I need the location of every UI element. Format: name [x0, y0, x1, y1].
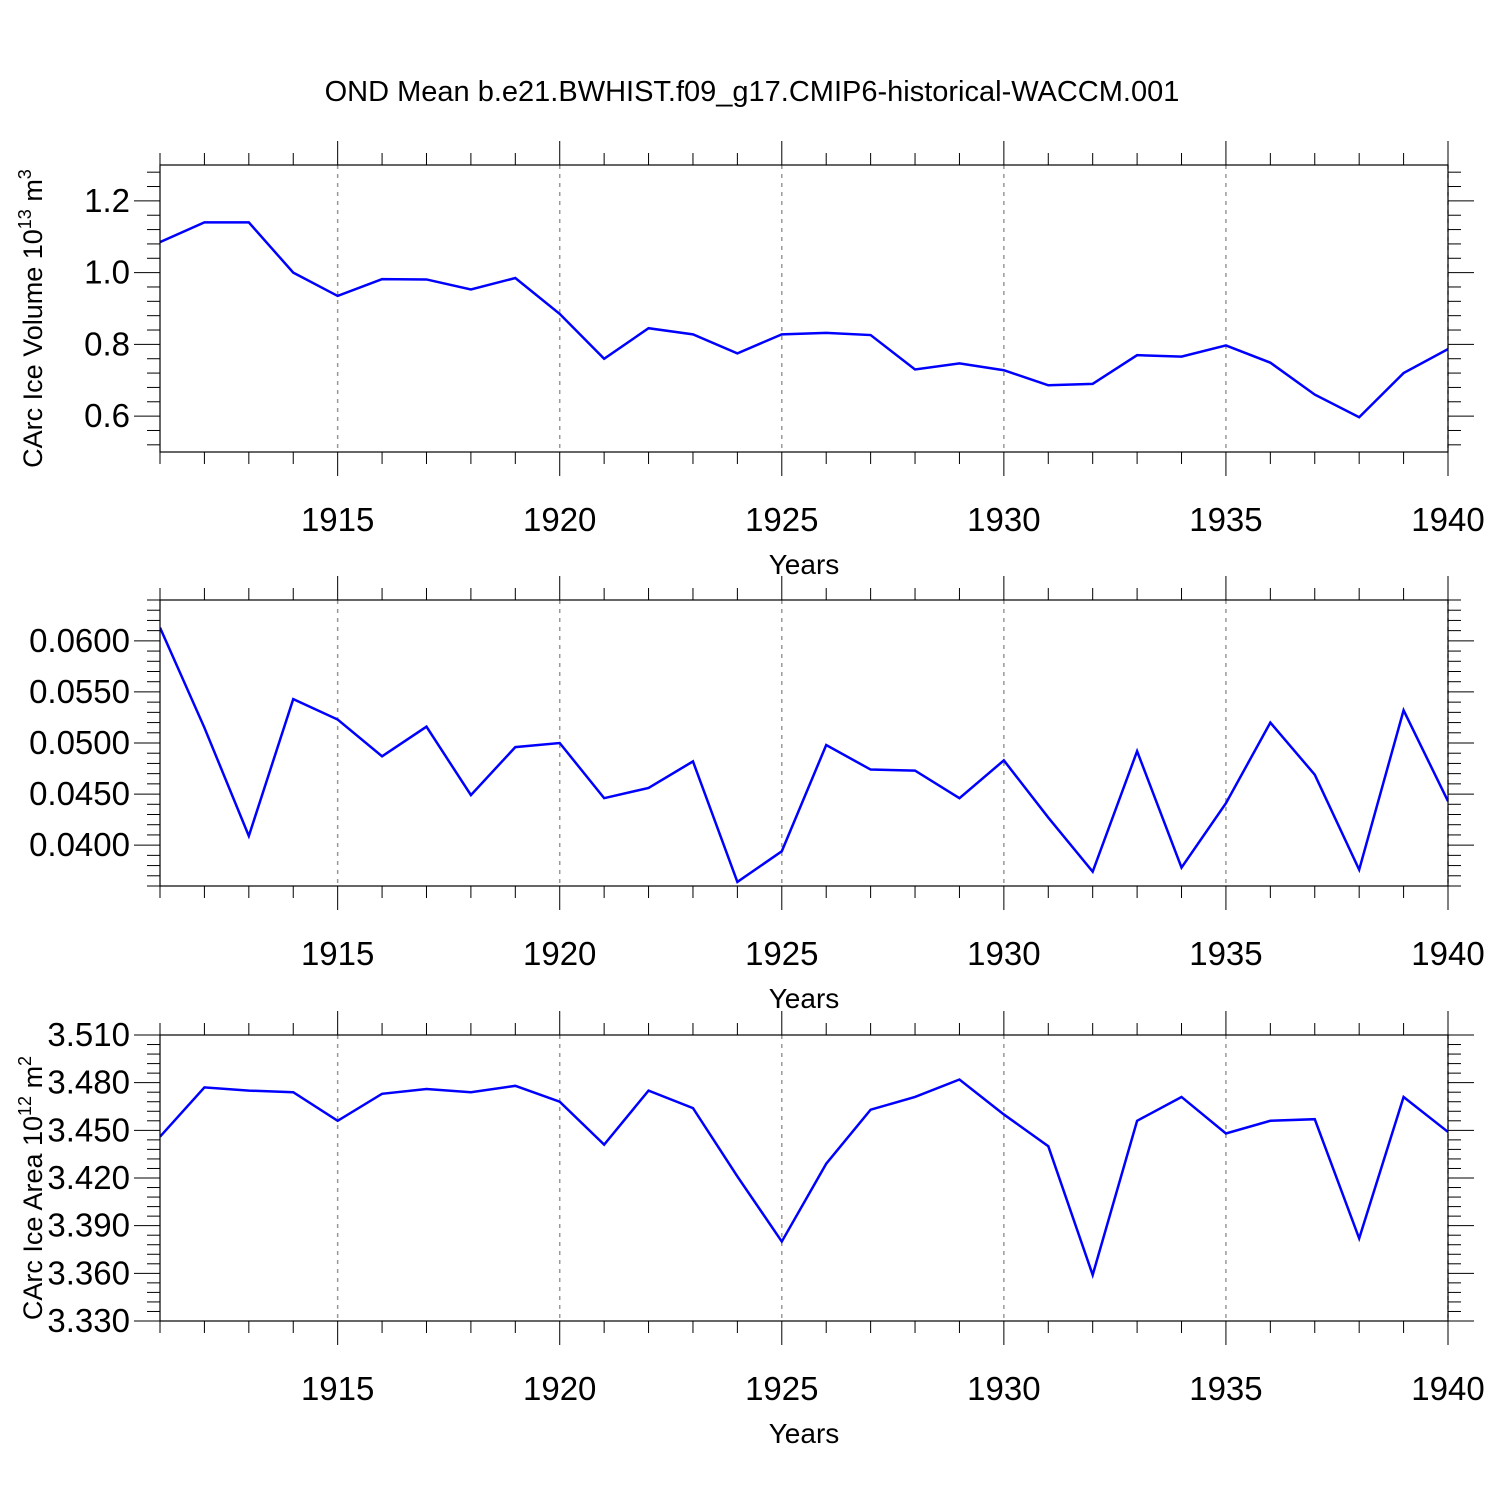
- x-axis-label: Years: [769, 1418, 840, 1449]
- y-tick-label: 3.420: [47, 1159, 130, 1196]
- x-tick-label: 1940: [1411, 1370, 1484, 1407]
- y-tick-label: 1.2: [84, 182, 130, 219]
- y-tick-label: 0.0550: [29, 673, 130, 710]
- y-tick-label: 3.450: [47, 1111, 130, 1148]
- series-line: [160, 1078, 1448, 1280]
- y-axis-label-superscript: 12: [15, 1096, 35, 1116]
- y-axis-label-superscript: 3: [15, 169, 35, 179]
- y-tick-label: 3.480: [47, 1064, 130, 1101]
- x-tick-label: 1930: [967, 1370, 1040, 1407]
- y-tick-label: 0.0400: [29, 826, 130, 863]
- y-tick-label: 3.390: [47, 1207, 130, 1244]
- x-tick-label: 1920: [523, 1370, 596, 1407]
- y-axis-label-text: m: [18, 179, 48, 209]
- x-tick-label: 1925: [745, 501, 818, 538]
- series-line: [160, 221, 1448, 419]
- x-tick-label: 1920: [523, 935, 596, 972]
- panel-1: 0.6 0.8 1.0 1.2 1915 1920 1925 1930 1935 1940 Year…: [15, 141, 1485, 580]
- panels: 0.6 0.8 1.0 1.2 1915 1920 1925 1930 1935 1940 Year…: [15, 141, 1485, 1449]
- plot-frame: [159, 599, 1449, 887]
- y-axis-label-superscript: 13: [15, 209, 35, 229]
- y-tick-label: 0.0500: [29, 724, 130, 761]
- x-tick-label: 1915: [301, 935, 374, 972]
- x-tick-label: 1930: [967, 501, 1040, 538]
- y-tick-label: 0.8: [84, 325, 130, 362]
- chart-title: OND Mean b.e21.BWHIST.f09_g17.CMIP6-hist…: [325, 76, 1180, 108]
- x-tick-label: 1940: [1411, 935, 1484, 972]
- x-tick-label: 1915: [301, 1370, 374, 1407]
- panel-3: 3.330 3.360 3.390 3.420 3.450 3.480 3.510 1915 1…: [15, 1011, 1485, 1449]
- y-axis-label-text: m: [18, 1066, 48, 1096]
- x-tick-label: 1935: [1189, 501, 1262, 538]
- y-tick-label: 3.510: [47, 1016, 130, 1053]
- plot-frame: [159, 164, 1449, 453]
- y-axis-label: CArc Ice Area 1012 m2: [15, 1056, 48, 1320]
- x-tick-label: 1930: [967, 935, 1040, 972]
- x-tick-label: 1925: [745, 1370, 818, 1407]
- x-tick-label: 1915: [301, 501, 374, 538]
- x-tick-label: 1940: [1411, 501, 1484, 538]
- y-tick-label: 3.360: [47, 1254, 130, 1291]
- x-tick-label: 1925: [745, 935, 818, 972]
- y-tick-label: 3.330: [47, 1302, 130, 1339]
- plot-frame: [159, 1034, 1449, 1322]
- x-axis-label: Years: [769, 983, 840, 1014]
- y-axis-label-text: CArc Ice Area 10: [18, 1116, 48, 1320]
- y-axis-label-text: CArc Ice Volume 10: [18, 229, 48, 468]
- y-tick-label: 1.0: [84, 254, 130, 291]
- y-axis-label: CArc Ice Volume 1013 m3: [15, 169, 48, 468]
- x-axis-label: Years: [769, 549, 840, 580]
- y-tick-label: 0.6: [84, 397, 130, 434]
- y-tick-label: 0.0450: [29, 775, 130, 812]
- x-tick-label: 1920: [523, 501, 596, 538]
- panel-2: 0.0400 0.0450 0.0500 0.0550 0.0600 1915 1920 19…: [29, 576, 1485, 1014]
- y-axis-label-superscript: 2: [15, 1056, 35, 1066]
- x-tick-label: 1935: [1189, 935, 1262, 972]
- series-line: [160, 627, 1448, 884]
- x-tick-label: 1935: [1189, 1370, 1262, 1407]
- y-tick-label: 0.0600: [29, 622, 130, 659]
